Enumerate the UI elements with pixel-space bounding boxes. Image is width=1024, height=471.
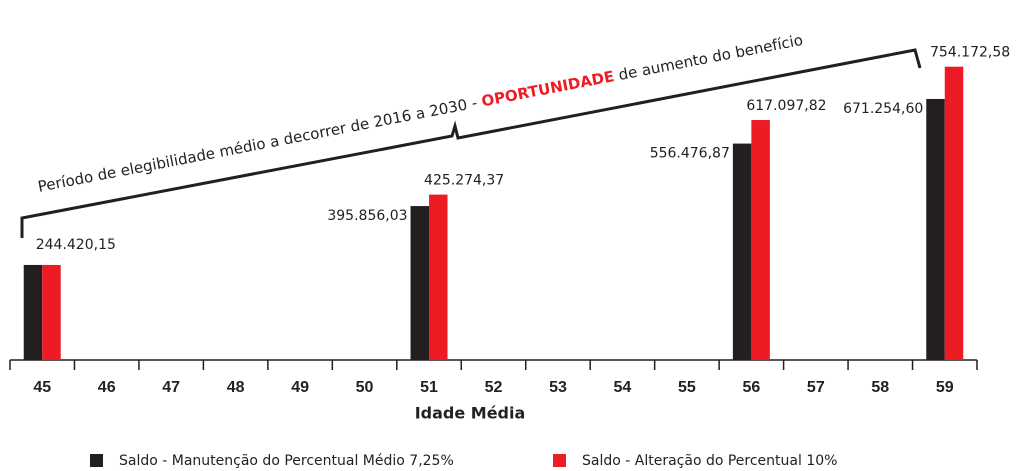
data-label: 754.172,58 (930, 45, 1010, 61)
bar (944, 66, 964, 360)
data-label: 671.254,60 (843, 101, 923, 117)
legend-label: Saldo - Alteração do Percentual 10% (582, 453, 837, 469)
x-tick-label: 46 (98, 379, 116, 396)
legend-swatch (90, 454, 103, 467)
x-tick-label: 55 (678, 379, 696, 396)
legend-swatch (553, 454, 566, 467)
bar (23, 264, 43, 360)
data-label: 617.097,82 (746, 98, 826, 114)
x-tick-label: 45 (33, 379, 51, 396)
x-tick-label: 47 (162, 379, 180, 396)
x-tick-label: 59 (936, 379, 954, 396)
bar (429, 194, 448, 360)
x-tick-label: 52 (485, 379, 503, 396)
x-tick-label: 51 (420, 379, 438, 396)
bar (410, 206, 430, 360)
bracket (20, 48, 922, 238)
x-tick-label: 54 (614, 379, 632, 396)
bar (751, 120, 770, 360)
data-label: 395.856,03 (327, 208, 407, 224)
x-tick-label: 58 (871, 379, 889, 396)
data-label: 425.274,37 (424, 173, 504, 189)
x-tick-label: 48 (227, 379, 245, 396)
bar (926, 98, 945, 360)
x-tick-label: 56 (742, 379, 760, 396)
data-label: 556.476,87 (650, 146, 730, 162)
data-label: 244.420,15 (36, 237, 116, 253)
annotation: Período de elegibilidade médio a decorre… (36, 30, 804, 195)
x-tick-label: 49 (291, 379, 309, 396)
bar (732, 143, 752, 360)
legend-label: Saldo - Manutenção do Percentual Médio 7… (119, 453, 454, 469)
bar (42, 264, 61, 360)
x-tick-label: 57 (807, 379, 825, 396)
annotation-highlight: OPORTUNIDADE (480, 67, 616, 110)
x-tick-label: 50 (356, 379, 374, 396)
x-axis-label: Idade Média (415, 404, 526, 423)
x-tick-label: 53 (549, 379, 567, 396)
